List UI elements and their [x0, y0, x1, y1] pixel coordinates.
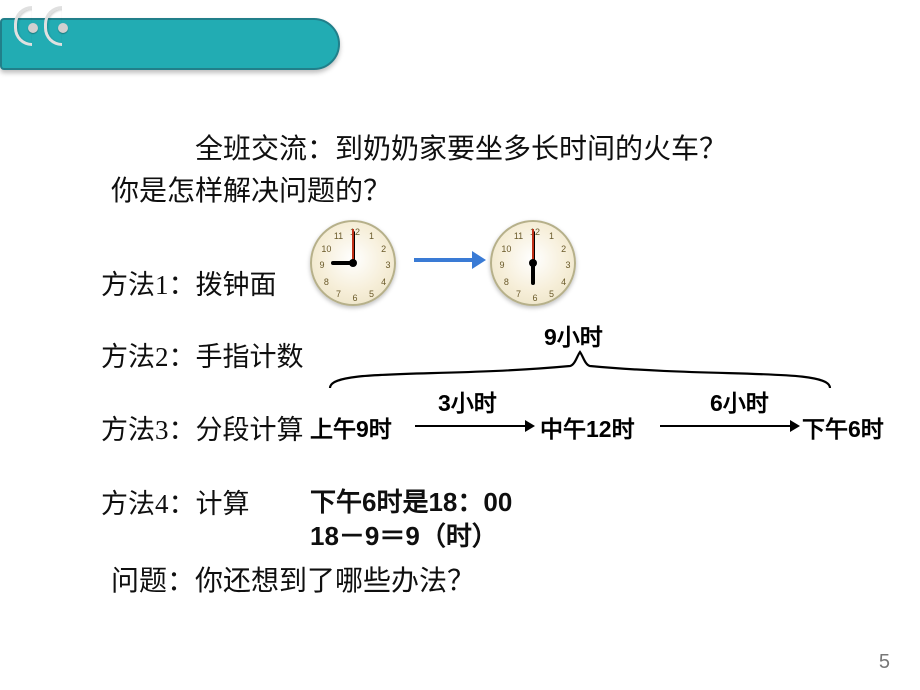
method4-calc-line2: 18－9＝9（时） — [310, 516, 498, 553]
page-number: 5 — [879, 651, 890, 674]
question-line2: 你是怎样解决问题的？ — [111, 172, 391, 212]
method4-label: 方法4：计算 — [101, 482, 250, 521]
clock-diagram: 123456789101112 123456789101112 — [310, 220, 610, 320]
seg-arrow-1 — [660, 425, 790, 427]
method1-label: 方法1：拨钟面 — [101, 263, 277, 302]
seg-node-0: 上午9时 — [310, 410, 392, 444]
question-line1: 全班交流：到奶奶家要坐多长时间的火车？ — [195, 130, 727, 170]
method4-calc-line1: 下午6时是18：00 — [310, 482, 512, 519]
seg-edge-label-0: 3小时 — [438, 384, 497, 418]
seg-edge-label-1: 6小时 — [710, 384, 769, 418]
brace-total-label: 9小时 — [544, 318, 603, 352]
method3-label: 方法3：分段计算 — [101, 408, 304, 447]
clock-arrow — [414, 258, 474, 262]
followup-question: 问题：你还想到了哪些办法？ — [111, 562, 475, 602]
seg-node-1: 中午12时 — [540, 410, 635, 444]
seg-node-2: 下午6时 — [802, 410, 884, 444]
method2-label: 方法2：手指计数 — [101, 335, 304, 374]
seg-arrow-0 — [415, 425, 525, 427]
clock-start: 123456789101112 — [310, 220, 396, 306]
clock-end: 123456789101112 — [490, 220, 576, 306]
